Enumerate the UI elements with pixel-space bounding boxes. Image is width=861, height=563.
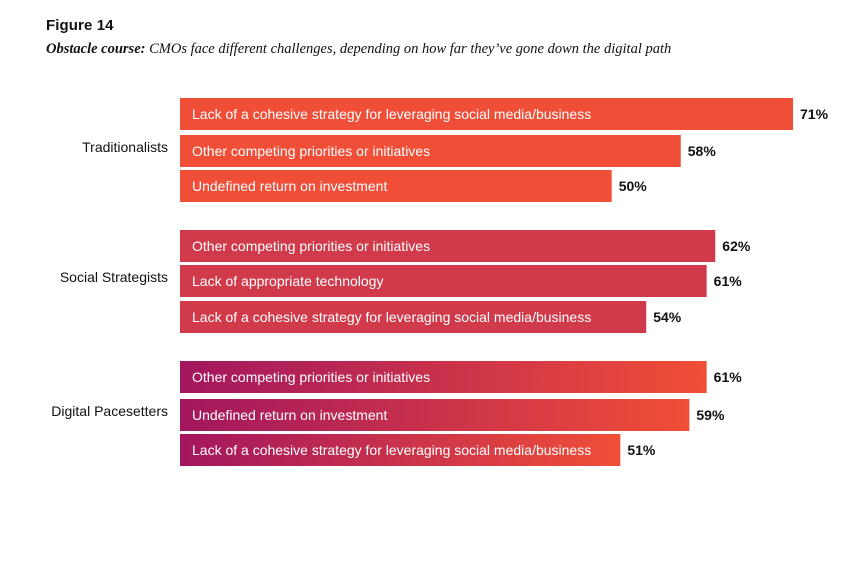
value-label: 50% xyxy=(619,178,648,194)
value-label: 61% xyxy=(714,273,743,289)
value-label: 59% xyxy=(696,407,725,423)
bar-social-strategists-1 xyxy=(180,230,716,262)
bar-traditionalists-1 xyxy=(180,98,793,130)
value-label: 58% xyxy=(688,143,717,159)
value-label: 61% xyxy=(714,369,743,385)
value-label: 62% xyxy=(722,238,751,254)
bar-digital-pacesetters-3 xyxy=(180,434,621,466)
bar-social-strategists-2 xyxy=(180,265,707,297)
group-label-social-strategists: Social Strategists xyxy=(60,269,168,285)
bar-label: Lack of a cohesive strategy for leveragi… xyxy=(192,309,591,325)
bar-social-strategists-3 xyxy=(180,301,647,333)
bar-traditionalists-3 xyxy=(180,170,612,202)
value-label: 71% xyxy=(800,106,829,122)
bar-label: Undefined return on investment xyxy=(192,407,387,423)
bar-label: Lack of a cohesive strategy for leveragi… xyxy=(192,106,591,122)
bar-digital-pacesetters-1 xyxy=(180,361,707,393)
bar-label: Other competing priorities or initiative… xyxy=(192,369,430,385)
bar-label: Lack of a cohesive strategy for leveragi… xyxy=(192,442,591,458)
value-label: 54% xyxy=(653,309,682,325)
bar-traditionalists-2 xyxy=(180,135,681,167)
bars-layer: Lack of a cohesive strategy for leveragi… xyxy=(51,98,829,466)
bar-label: Undefined return on investment xyxy=(192,178,387,194)
figure-title-lead: Obstacle course: xyxy=(46,41,146,57)
group-label-digital-pacesetters: Digital Pacesetters xyxy=(51,403,168,419)
bar-label: Other competing priorities or initiative… xyxy=(192,238,430,254)
figure-title: Obstacle course: CMOs face different cha… xyxy=(46,41,671,58)
value-label: 51% xyxy=(627,442,656,458)
figure-title-rest: CMOs face different challenges, dependin… xyxy=(145,41,672,57)
figure-label: Figure 14 xyxy=(46,17,114,34)
bar-label: Other competing priorities or initiative… xyxy=(192,143,430,159)
bar-label: Lack of appropriate technology xyxy=(192,273,383,289)
bar-digital-pacesetters-2 xyxy=(180,399,690,431)
group-label-traditionalists: Traditionalists xyxy=(82,139,168,155)
